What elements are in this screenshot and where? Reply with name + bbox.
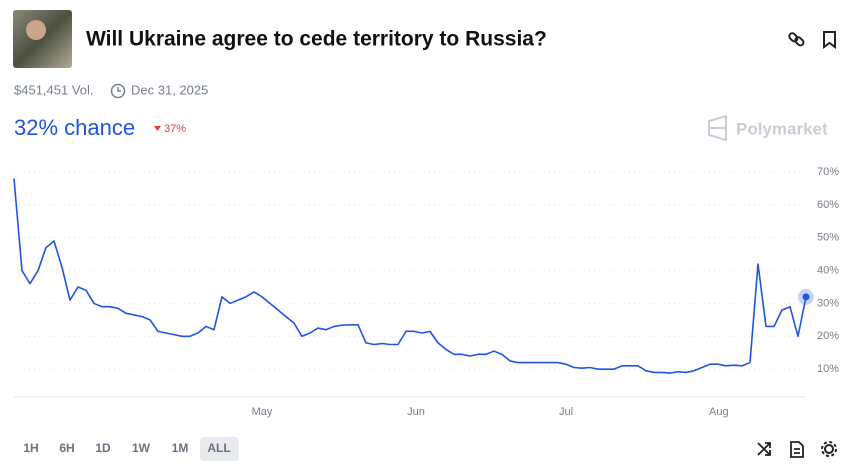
y-tick-label: 10% [817,363,839,375]
time-button[interactable]: ALL [207,441,230,455]
y-tick-label: 40% [817,264,839,276]
market-image-detail [26,20,46,40]
selected-bg [200,437,239,461]
y-tick-label: 30% [817,297,839,309]
x-tick-label: Jun [407,406,425,418]
chance: 32% chance [14,115,135,140]
x-tick-label: Aug [709,406,729,418]
volume: $451,451 Vol. [14,82,94,97]
market-title: Will Ukraine agree to cede territory to … [86,28,547,51]
x-tick-label: May [252,406,273,418]
time-buttons: 1H 6H 1D 1W 1M ALL [23,441,230,455]
y-tick-label: 60% [817,199,839,211]
time-button[interactable]: 1D [95,441,111,455]
y-tick-label: 50% [817,232,839,244]
time-button[interactable]: 1W [132,441,151,455]
shuffle-icon[interactable] [757,442,771,456]
time-button[interactable]: 6H [59,441,74,455]
time-button[interactable]: 1M [172,441,189,455]
time-button[interactable]: 1H [23,441,38,455]
chart: 10% 20% 30% 40% 50% 60% 70% May Jun Jul Aug [13,166,839,418]
change: 37% [164,123,186,135]
down-arrow [154,126,161,131]
doc-icon[interactable] [790,441,804,458]
clock-icon [110,83,126,99]
bookmark-icon[interactable] [823,31,836,49]
x-tick-label: Jul [559,406,573,418]
end-date: Dec 31, 2025 [131,82,208,97]
settings-icon[interactable] [821,441,837,457]
brand: Polymarket [736,119,828,138]
last-point [802,293,810,301]
market-image [13,10,72,68]
y-tick-label: 20% [817,330,839,342]
y-tick-label: 70% [817,166,839,178]
price-line [13,178,807,374]
brand-logo [708,114,727,142]
link-icon[interactable] [788,32,805,47]
